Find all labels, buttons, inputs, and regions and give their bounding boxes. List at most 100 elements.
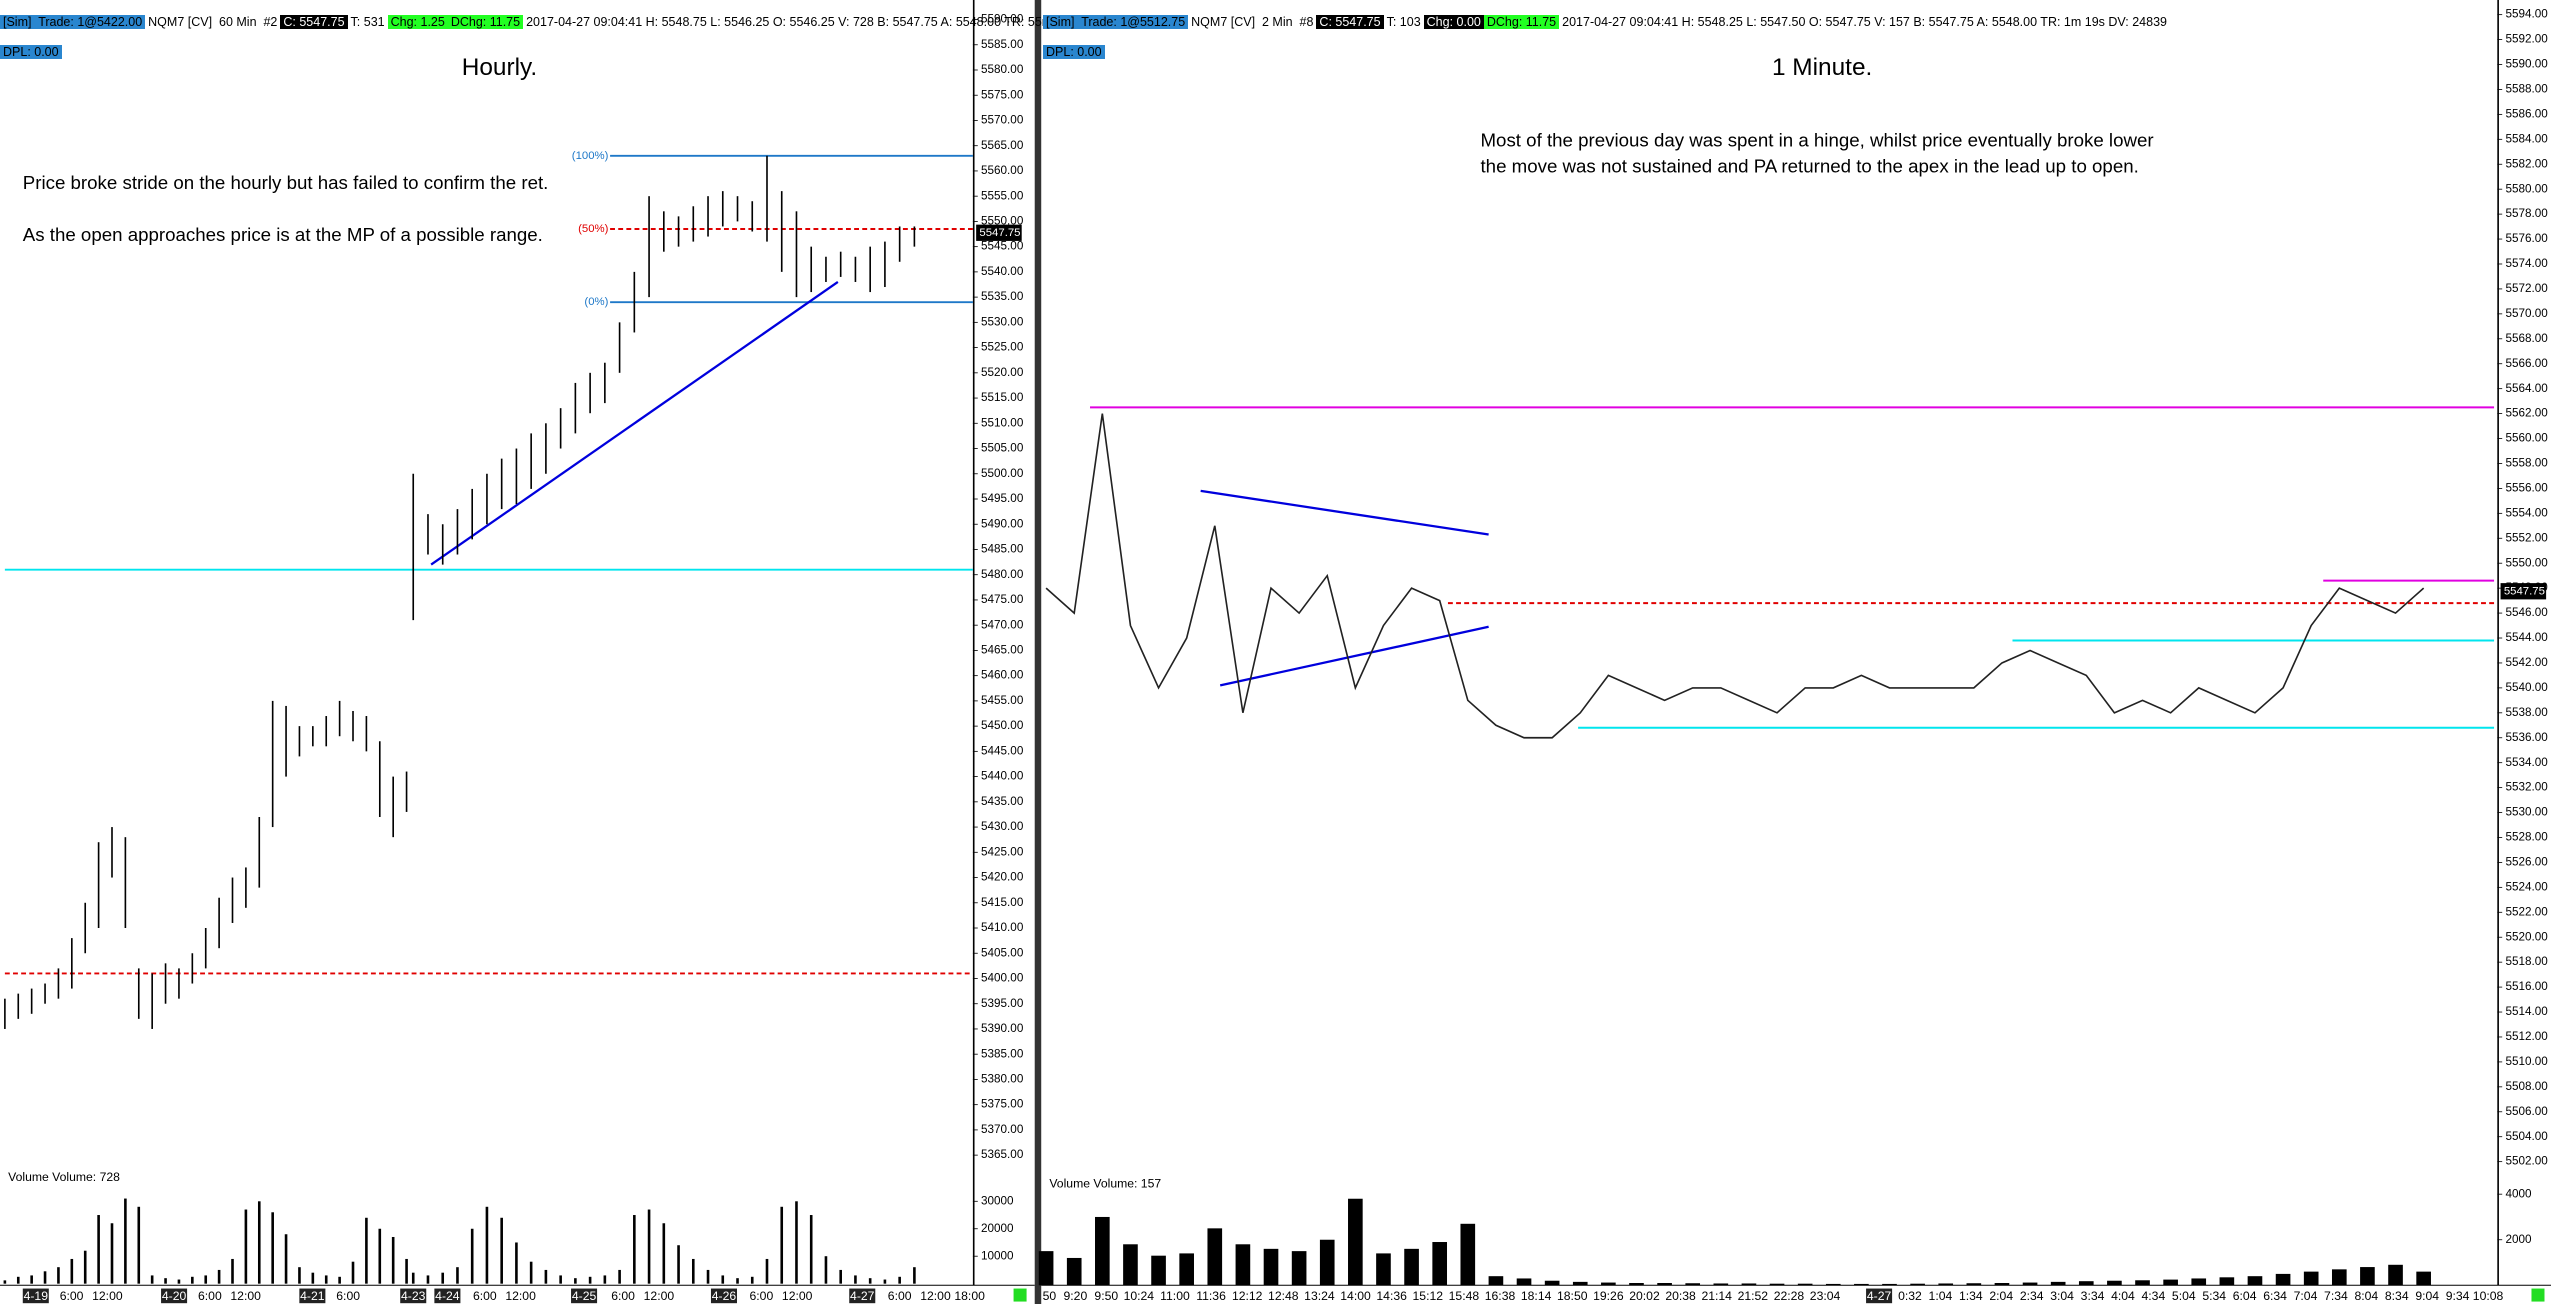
y-tick-label: 5560.00 [2505, 432, 2548, 445]
y-tick-label: 5390.00 [981, 1022, 1024, 1035]
price-line [1045, 413, 2425, 739]
x-tick-label: 23:04 [1810, 1289, 1841, 1303]
volume-bar [633, 1215, 636, 1284]
volume-bar [150, 1275, 154, 1284]
day-change: DChg: 11.75 [447, 15, 524, 29]
volume-bar [1348, 1198, 1363, 1286]
y-tick-label: 5592.00 [2505, 33, 2548, 46]
x-tick-label: 9:04 [2415, 1289, 2439, 1303]
y-tick-label: 5475.00 [981, 593, 1024, 606]
y-tick-label: 5540.00 [2505, 681, 2548, 694]
y-tick-label: 5564.00 [2505, 382, 2548, 395]
date-box [849, 1288, 876, 1304]
volume-bar [311, 1272, 315, 1284]
y-tick-label: 5505.00 [981, 442, 1024, 455]
volume-bar [2275, 1273, 2291, 1286]
volume-bar [2219, 1277, 2235, 1286]
trendline [1219, 625, 1489, 687]
date-box [299, 1288, 326, 1304]
volume-bar [603, 1275, 607, 1284]
y-tick-label: 5514.00 [2505, 1005, 2548, 1018]
volume-bar [898, 1276, 901, 1284]
x-tick-label: 21:14 [1701, 1289, 1732, 1303]
y-tick-label: 5594.00 [2505, 8, 2548, 21]
volume-bar [1657, 1283, 1672, 1286]
volume-bar [298, 1267, 301, 1284]
x-tick-label: 20:38 [1665, 1289, 1696, 1303]
x-tick-label: 10:08 [2473, 1289, 2504, 1303]
annotation: Price broke stride on the hourly but has… [23, 172, 549, 193]
y-tick-label: 5445.00 [981, 744, 1024, 757]
volume-bar [1572, 1281, 1588, 1286]
x-tick-label: 4:04 [2111, 1289, 2135, 1303]
status-box [1013, 1288, 1027, 1302]
y-tick-label: 5504.00 [2505, 1130, 2548, 1143]
volume-bar [1207, 1228, 1223, 1286]
volume-bar [721, 1275, 725, 1284]
volume-bar [137, 1206, 141, 1284]
volume-bar [3, 1280, 7, 1284]
x-tick-label: 6:00 [198, 1289, 222, 1303]
y-tick-label: 5530.00 [2505, 806, 2548, 819]
volume-bar [43, 1271, 47, 1284]
x-tick-label: 0:32 [1898, 1289, 1922, 1303]
volume-tick-label: 30000 [981, 1194, 1014, 1207]
y-tick-label: 5580.00 [2505, 182, 2548, 195]
y-tick-label: 5435.00 [981, 795, 1024, 808]
volume-bar [1095, 1216, 1110, 1286]
x-tick-label: 6:00 [473, 1289, 497, 1303]
y-tick-label: 5530.00 [981, 315, 1024, 328]
level-label: (0%) [584, 296, 608, 308]
volume-bar [515, 1242, 518, 1284]
x-tick-label: 14:36 [1376, 1289, 1407, 1303]
volume-bar [809, 1215, 813, 1284]
y-tick-label: 5556.00 [2505, 481, 2548, 494]
volume-bar [1038, 1251, 1054, 1286]
volume-bar [1291, 1251, 1307, 1286]
ticks: T: 103 [1386, 15, 1421, 29]
y-tick-label: 5538.00 [2505, 706, 2548, 719]
y-tick-label: 5526.00 [2505, 856, 2548, 869]
x-tick-label: 21:52 [1738, 1289, 1769, 1303]
volume-bar [868, 1278, 872, 1284]
y-tick-label: 5405.00 [981, 946, 1024, 959]
y-tick-label: 5395.00 [981, 997, 1024, 1010]
volume-bar [1516, 1278, 1532, 1286]
y-tick-label: 5425.00 [981, 845, 1024, 858]
y-tick-label: 5550.00 [981, 215, 1024, 228]
volume-bar [1713, 1283, 1729, 1286]
level-label: (50%) [578, 223, 609, 235]
volume-bar [217, 1269, 221, 1284]
info: 2017-04-27 09:04:41 H: 5548.25 L: 5547.5… [1562, 15, 2167, 29]
volume-bar [1376, 1253, 1391, 1286]
y-tick-label: 5575.00 [981, 88, 1024, 101]
x-tick-label: 4-26 [712, 1289, 737, 1303]
volume-bar [1910, 1283, 1925, 1286]
chart-title: 1 Minute. [1772, 54, 1872, 81]
x-tick-label: 10:24 [1124, 1289, 1155, 1303]
volume-bar [2360, 1267, 2375, 1286]
volume-bar [411, 1272, 415, 1284]
y-tick-label: 5578.00 [2505, 207, 2548, 220]
volume-bar [191, 1276, 194, 1284]
last-price-label: 5547.75 [2504, 585, 2545, 597]
volume-bar [706, 1269, 710, 1284]
date-box [434, 1288, 461, 1304]
y-tick-label: 5535.00 [981, 290, 1024, 303]
x-tick-label: 50 [1043, 1289, 1057, 1303]
y-tick-label: 5430.00 [981, 820, 1024, 833]
volume-bar [544, 1269, 548, 1284]
x-tick-label: 4-19 [24, 1289, 49, 1303]
volume-bar [1769, 1283, 1785, 1286]
volume-bar [2135, 1280, 2150, 1286]
volume-bar [2022, 1282, 2038, 1286]
y-tick-label: 5495.00 [981, 492, 1024, 505]
volume-bar [662, 1223, 666, 1284]
y-tick-label: 5576.00 [2505, 232, 2548, 245]
y-tick-label: 5470.00 [981, 618, 1024, 631]
volume-bar [110, 1223, 114, 1284]
x-tick-label: 22:28 [1774, 1289, 1805, 1303]
x-tick-label: 4-25 [572, 1289, 597, 1303]
y-tick-label: 5568.00 [2505, 332, 2548, 345]
